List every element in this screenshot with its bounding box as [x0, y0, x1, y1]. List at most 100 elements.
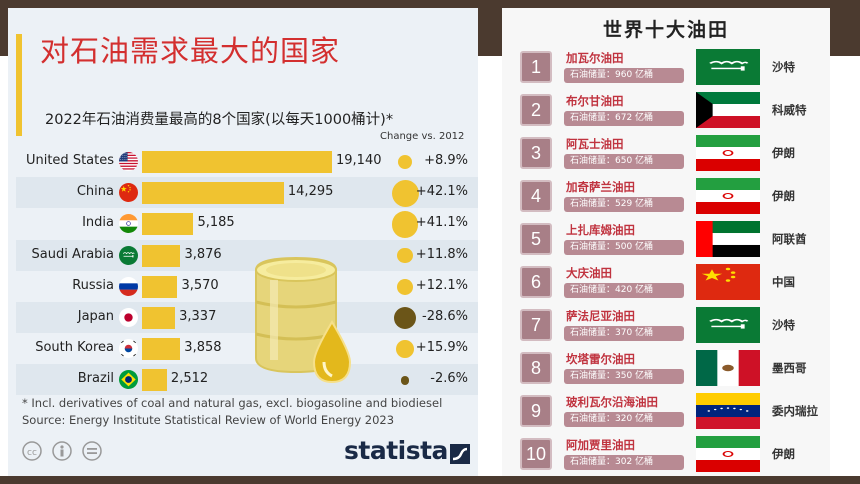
- chart-row: Saudi Arabia 3,876 +11.8%: [16, 239, 478, 271]
- bar: [142, 307, 176, 329]
- oilfield-row: 10 阿加贾里油田 石油储量：302 亿桶 伊朗: [518, 436, 828, 476]
- oilfield-reserve: 石油储量：500 亿桶: [564, 240, 684, 255]
- rank-badge: 6: [520, 266, 552, 298]
- oilfield-reserve: 石油储量：960 亿桶: [564, 68, 684, 83]
- bar: [142, 213, 194, 236]
- oilfield-name: 坎塔雷尔油田: [566, 352, 635, 366]
- bar-value-label: 3,858: [184, 340, 222, 356]
- ae-flag-icon: [696, 221, 760, 257]
- oilfield-country: 沙特: [772, 60, 795, 74]
- oilfield-row: 1 加瓦尔油田石油储量：960 亿桶 沙特: [518, 49, 828, 89]
- bar: [142, 151, 332, 173]
- oilfield-row: 2 布尔甘油田 石油储量：672 亿桶 科威特: [518, 92, 828, 132]
- ve-flag-icon: [696, 393, 760, 429]
- bar-value-label: 19,140: [336, 153, 382, 168]
- ir-flag-icon: [696, 135, 760, 171]
- bar-value-label: 3,876: [184, 246, 222, 262]
- bar-value-label: 2,512: [170, 371, 209, 387]
- kr-flag-icon: [119, 339, 138, 359]
- change-bubble: [397, 247, 413, 264]
- oilfield-reserve: 石油储量：302 亿桶: [564, 455, 684, 470]
- change-bubble: [397, 154, 412, 169]
- country-label: Brazil: [77, 371, 114, 387]
- oilfield-reserve: 石油储量：529 亿桶: [564, 197, 684, 212]
- chart-row: United States 19,140 +8.9%: [16, 146, 478, 177]
- rank-badge: 9: [520, 395, 552, 427]
- oilfield-row: 8 坎塔雷尔油田 石油储量：350 亿桶 墨西哥: [518, 350, 828, 390]
- change-label: +41.1%: [415, 215, 468, 231]
- footnote: * Incl. derivatives of coal and natural …: [22, 395, 442, 429]
- chart-row: Japan 3,337 -28.6%: [16, 302, 478, 333]
- country-label: Russia: [72, 277, 114, 293]
- us-flag-icon: [119, 152, 138, 171]
- oilfield-country: 伊朗: [772, 189, 795, 203]
- change-label: +15.9%: [415, 340, 468, 356]
- bar: [142, 369, 167, 392]
- oilfield-reserve: 石油储量：420 亿桶: [564, 283, 684, 298]
- rank-badge: 1: [520, 51, 552, 83]
- change-label: -28.6%: [422, 309, 468, 324]
- jp-flag-icon: [119, 308, 138, 327]
- footnote-definition: * Incl. derivatives of coal and natural …: [22, 396, 443, 410]
- oilfield-country: 墨西哥: [772, 361, 807, 375]
- oilfield-name: 阿加贾里油田: [566, 438, 635, 452]
- cn-flag-icon: [696, 264, 760, 300]
- sa-flag-icon: [696, 49, 760, 85]
- chart-row: Brazil 2,512 -2.6%: [16, 364, 478, 396]
- oilfield-row: 6 大庆油田 石油储量：420 亿桶 中国: [518, 264, 828, 304]
- oilfield-name: 萨法尼亚油田: [566, 309, 635, 323]
- oilfield-country: 中国: [772, 275, 795, 289]
- rank-badge: 7: [520, 309, 552, 341]
- svg-text:cc: cc: [27, 448, 37, 458]
- oilfield-row: 9 玻利瓦尔沿海油田 石油储量：320 亿桶 委内瑞拉: [518, 393, 828, 433]
- change-label: +42.1%: [415, 184, 468, 200]
- bar: [142, 182, 284, 205]
- bar: [142, 338, 181, 361]
- rank-badge: 8: [520, 352, 552, 384]
- bar: [142, 244, 181, 267]
- oilfield-row: 4 加奇萨兰油田 石油储量：529 亿桶 伊朗: [518, 178, 828, 218]
- chart-subtitle: 2022年石油消费量最高的8个国家(以每天1000桶计)*: [45, 112, 394, 128]
- oilfield-country: 阿联酋: [772, 232, 807, 246]
- rank-badge: 2: [520, 94, 552, 126]
- top-oilfields-panel: 世界十大油田 1 加瓦尔油田石油储量：960 亿桶 沙特 2 布尔甘油田石油储量：672…: [502, 8, 830, 476]
- footnote-source: Source: Energy Institute Statistical Rev…: [22, 413, 395, 427]
- bottom-decor-band: [0, 476, 860, 484]
- oilfield-name: 布尔甘油田: [566, 94, 624, 108]
- change-bubble: [391, 179, 419, 207]
- change-bubble: [400, 375, 410, 385]
- rank-badge: 3: [520, 137, 552, 169]
- rank-badge: 10: [520, 438, 552, 470]
- oilfield-name: 玻利瓦尔沿海油田: [566, 395, 658, 409]
- statista-logo-mark: [450, 444, 470, 464]
- br-flag-icon: [119, 370, 138, 390]
- kw-flag-icon: [696, 92, 760, 128]
- oilfield-row: 5 上扎库姆油田石油储量：500 亿桶 阿联酋: [518, 221, 828, 261]
- country-label: India: [82, 215, 114, 231]
- bar-value-label: 3,337: [179, 309, 217, 324]
- chart-title: 对石油需求最大的国家: [40, 34, 341, 68]
- rank-badge: 5: [520, 223, 552, 255]
- oilfield-name: 上扎库姆油田: [566, 223, 635, 237]
- oilfield-row: 3 阿瓦士油田 石油储量：650 亿桶 伊朗: [518, 135, 828, 175]
- title-accent-bar: [16, 34, 22, 136]
- country-label: China: [76, 184, 114, 200]
- country-label: Saudi Arabia: [31, 246, 115, 262]
- change-label: +12.1%: [415, 277, 468, 293]
- oilfield-country: 委内瑞拉: [772, 404, 818, 418]
- bar-value-label: 5,185: [197, 215, 235, 231]
- sa-flag-icon: [696, 307, 760, 343]
- change-bubble: [397, 278, 413, 295]
- oilfield-reserve: 石油储量：672 亿桶: [564, 111, 684, 126]
- bar: [142, 275, 178, 298]
- country-label: South Korea: [35, 340, 114, 356]
- oilfields-title: 世界十大油田: [602, 19, 729, 41]
- oilfield-name: 阿瓦士油田: [566, 137, 624, 151]
- creative-commons-icon: cc: [22, 441, 102, 461]
- chart-row: China 14,295 +42.1%: [16, 177, 478, 209]
- change-label: +8.9%: [424, 153, 468, 168]
- ru-flag-icon: [119, 276, 138, 296]
- bar-value-label: 14,295: [287, 184, 334, 200]
- change-bubble: [396, 340, 414, 359]
- oilfield-name: 加瓦尔油田: [566, 51, 624, 65]
